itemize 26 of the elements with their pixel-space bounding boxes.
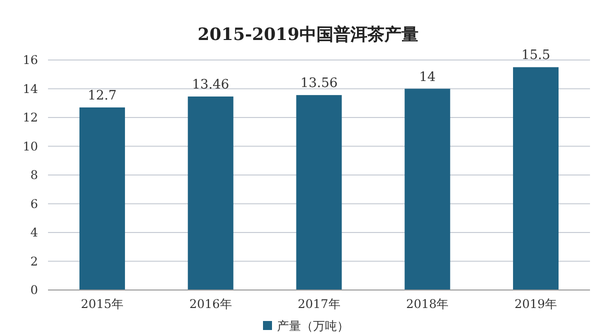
y-tick-label: 10: [22, 139, 38, 154]
y-tick-label: 14: [22, 82, 38, 96]
data-label: 12.7: [88, 88, 117, 104]
bar: [296, 95, 342, 290]
data-label: 13.56: [300, 76, 338, 92]
data-label: 14: [419, 70, 436, 85]
y-tick-label: 16: [22, 53, 38, 68]
bar: [404, 88, 450, 290]
y-tick-label: 8: [30, 168, 38, 182]
y-tick-label: 12: [22, 110, 38, 125]
x-tick-label: 2017年: [298, 297, 340, 311]
x-tick-label: 2016年: [189, 297, 232, 311]
data-label: 15.5: [521, 48, 550, 64]
data-label: 13.46: [192, 78, 230, 93]
x-tick-label: 2019年: [514, 297, 558, 311]
bar: [79, 107, 125, 290]
y-tick-label: 0: [30, 283, 38, 298]
x-tick-label: 2018年: [406, 297, 449, 311]
chart-title: 2015-2019中国普洱茶产量: [198, 24, 418, 45]
x-tick-label: 2015年: [80, 297, 124, 311]
bar: [188, 96, 234, 290]
y-tick-label: 4: [30, 226, 38, 240]
y-tick-label: 6: [30, 196, 38, 211]
bar: [513, 67, 559, 290]
y-tick-label: 2: [30, 254, 38, 268]
legend-label: 产量（万吨）: [277, 319, 349, 333]
